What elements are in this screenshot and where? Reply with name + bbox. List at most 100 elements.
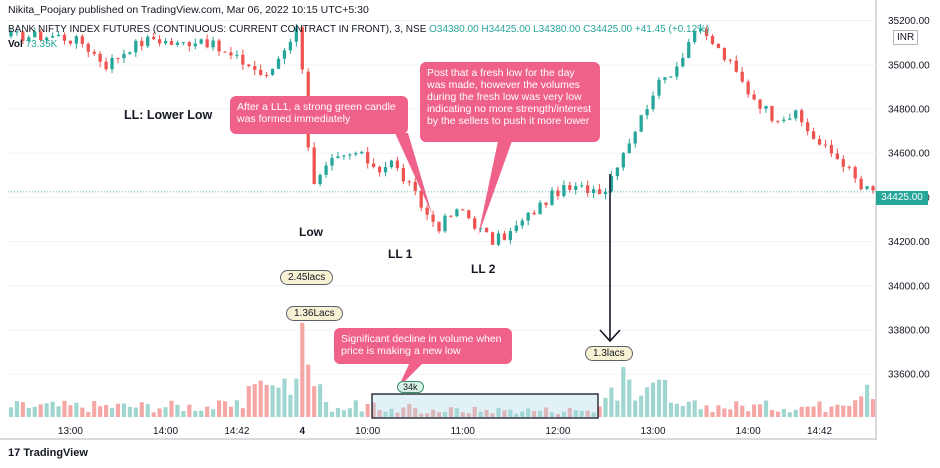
candle-body (794, 110, 798, 119)
volume-bar (859, 396, 864, 417)
volume-bar (109, 408, 115, 417)
candle-body (116, 57, 120, 59)
candle-body (871, 186, 875, 191)
volume-bar (532, 410, 537, 417)
volume-bar (199, 410, 204, 417)
candle-body (217, 40, 221, 52)
candle-body (86, 43, 90, 52)
volume-bar (74, 402, 79, 417)
volume-bar (466, 413, 471, 417)
candle-body (865, 186, 869, 190)
tradingview-footer[interactable]: 17 TradingView (8, 447, 88, 459)
volume-bar (520, 411, 525, 417)
candle-body (56, 34, 61, 37)
volume-bar (526, 408, 531, 417)
candle-body (128, 52, 132, 54)
ll2-label: LL 2 (471, 262, 496, 276)
volume-bar (44, 403, 49, 417)
candle-body (502, 233, 507, 241)
candle-body (312, 147, 316, 184)
candle-body (253, 66, 257, 70)
candle-body (175, 42, 180, 45)
candle-body (829, 144, 834, 154)
volume-bar (92, 401, 97, 417)
x-tick-label: 12:00 (545, 426, 570, 437)
volume-bar (567, 408, 572, 417)
candle-body (235, 54, 239, 56)
candle-body (538, 202, 542, 215)
candle-body (621, 153, 625, 168)
y-tick-label: 35000.00 (888, 60, 930, 71)
candle-body (9, 31, 13, 37)
volume-bar (680, 405, 685, 417)
candle-body (324, 165, 328, 175)
volume-bar (460, 412, 465, 417)
candle-body (568, 185, 572, 190)
volume-bar (312, 386, 317, 417)
candle-body (461, 209, 465, 211)
currency-label[interactable]: INR (893, 30, 919, 45)
candle-body (574, 186, 578, 190)
candle-body (15, 31, 19, 33)
volume-bar (407, 403, 412, 417)
volume-bar (769, 409, 775, 417)
volume-bar (793, 409, 798, 417)
volume-bar (674, 403, 679, 417)
volume-bar (163, 407, 168, 417)
volume-legend: Vol 73.35K (8, 39, 57, 50)
candle-body (740, 71, 744, 82)
volume-label-13: 1.3lacs (585, 346, 633, 361)
candle-body (395, 160, 400, 169)
volume-bar (478, 411, 483, 417)
candle-body (639, 115, 643, 132)
volume-bar (454, 408, 459, 417)
price-scale-background (876, 0, 940, 440)
volume-bar (104, 404, 109, 417)
candle-body (140, 40, 144, 47)
x-tick-label: 13:00 (58, 426, 83, 437)
candle-body (776, 120, 780, 122)
volume-bar (662, 379, 668, 417)
candle-body (788, 118, 792, 120)
volume-bar (234, 400, 239, 417)
volume-bar (14, 401, 19, 417)
volume-bar (817, 401, 822, 417)
vol-label: Vol (8, 39, 23, 50)
lower-low-legend: LL: Lower Low (124, 108, 213, 122)
candle-body (199, 39, 203, 44)
volume-bar (413, 408, 418, 417)
volume-bar (870, 399, 876, 417)
candle-body (157, 39, 162, 44)
volume-bar (698, 409, 703, 417)
candle-body (383, 167, 388, 173)
volume-bar (181, 411, 186, 417)
candle-body (455, 209, 459, 217)
candle-body (110, 57, 114, 70)
candle-body (591, 189, 596, 194)
volume-bar (656, 379, 662, 417)
candle-body (21, 31, 25, 41)
x-tick-label: 14:00 (736, 426, 761, 437)
candle-body (722, 48, 727, 60)
candle-body (62, 34, 67, 41)
volume-bar (650, 382, 656, 417)
candle-body (354, 153, 358, 155)
callout-green-candle: After a LL1, a strong green candle was f… (230, 96, 408, 134)
candle-body (752, 94, 756, 100)
volume-label-136: 1.36Lacs (286, 306, 343, 321)
y-tick-label: 35200.00 (888, 16, 930, 27)
volume-bar (133, 407, 138, 417)
volume-bar (775, 411, 780, 417)
candle-body (710, 36, 715, 44)
volume-bar (246, 386, 251, 417)
candle-body (841, 159, 845, 167)
y-tick-label: 33800.00 (888, 326, 930, 337)
volume-bar (472, 406, 477, 417)
volume-bar (353, 400, 358, 417)
candle-body (847, 166, 851, 168)
candle-body (39, 31, 43, 41)
volume-bar (549, 412, 555, 417)
volume-bar (419, 413, 424, 417)
candle-body (853, 167, 857, 179)
